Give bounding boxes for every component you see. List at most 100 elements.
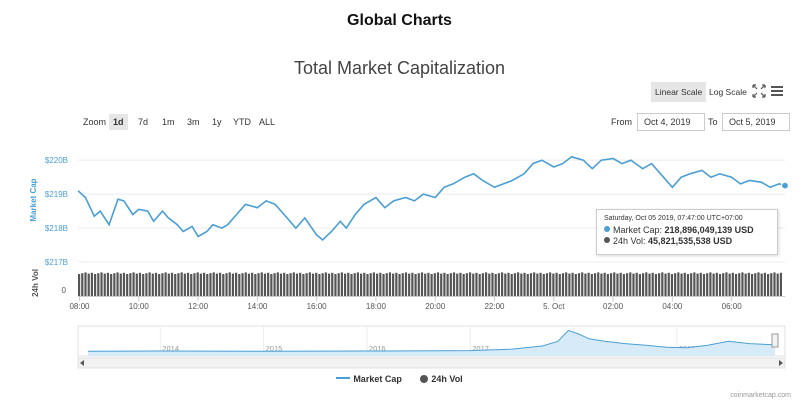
volume-bar — [690, 273, 693, 296]
tooltip-market-cap-value: 218,896,049,139 USD — [664, 225, 754, 235]
volume-bar — [613, 272, 616, 296]
volume-bar — [151, 273, 154, 296]
volume-bar — [129, 273, 132, 296]
volume-bar — [122, 272, 126, 296]
volume-bar — [475, 272, 478, 296]
volume-bar — [760, 273, 763, 296]
legend-market-cap[interactable]: Market Cap — [336, 374, 402, 384]
volume-bar — [350, 274, 353, 296]
volume-bar — [158, 274, 161, 296]
zoom-all-button[interactable]: ALL — [259, 117, 276, 127]
volume-bar — [747, 272, 750, 296]
volume-bar — [568, 273, 571, 296]
volume-bar — [154, 272, 158, 296]
expand-arrows-icon — [752, 84, 766, 98]
fullscreen-button[interactable] — [751, 83, 767, 99]
volume-bar — [661, 272, 664, 296]
credits-link[interactable]: coinmarketcap.com — [730, 392, 791, 399]
navigator-scrollbar[interactable] — [77, 357, 786, 369]
volume-bar — [215, 273, 218, 296]
market-cap-line[interactable] — [77, 155, 786, 241]
volume-bar — [334, 274, 337, 296]
range-navigator[interactable]: 201420152016201720182019 — [77, 325, 786, 369]
volume-bar — [292, 272, 295, 296]
volume-bar — [180, 272, 183, 296]
volume-bar — [190, 274, 193, 296]
volume-bar — [408, 273, 411, 296]
linear-scale-button[interactable]: Linear Scale — [651, 82, 707, 102]
volume-bar — [196, 272, 199, 296]
zoom-3m-button[interactable]: 3m — [187, 117, 200, 127]
volume-bar — [376, 273, 379, 296]
volume-bar — [741, 272, 744, 296]
volume-bar — [757, 272, 760, 296]
volume-bar — [738, 273, 741, 296]
volume-bar — [446, 274, 449, 296]
volume-bar — [526, 274, 529, 296]
volume-bar — [600, 273, 603, 296]
volume-bar — [744, 273, 747, 296]
volume-bar — [436, 272, 440, 296]
volume-bar — [513, 273, 517, 296]
volume-bar — [395, 272, 398, 296]
volume-bar — [356, 272, 359, 296]
volume-bar — [238, 274, 241, 296]
to-date-input[interactable]: Oct 5, 2019 — [722, 113, 790, 131]
volume-bar — [664, 273, 667, 296]
volume-bar — [728, 273, 731, 296]
volume-bar — [183, 273, 186, 296]
volume-bar — [658, 273, 661, 296]
market-cap-chart[interactable]: $217B $218B $219B $220B Market Cap 0 24h Vo… — [0, 140, 799, 372]
volume-bar — [763, 272, 766, 296]
zoom-7d-button[interactable]: 7d — [138, 117, 149, 127]
navigator-year-label: 2016 — [369, 344, 386, 353]
volume-bar — [225, 273, 228, 296]
scroll-left-icon[interactable] — [80, 360, 84, 366]
volume-bar — [148, 272, 151, 296]
navigator-handle[interactable] — [771, 333, 779, 348]
zoom-1m-button[interactable]: 1m — [162, 117, 175, 127]
zoom-ytd-button[interactable]: YTD — [233, 117, 251, 127]
legend-24h-vol[interactable]: 24h Vol — [420, 374, 463, 384]
x-tick-label: 06:00 — [722, 302, 743, 311]
hover-point-marker — [780, 181, 790, 190]
volume-bar — [430, 274, 433, 296]
volume-bar — [235, 272, 238, 296]
volume-bar — [545, 273, 549, 296]
volume-bar — [584, 273, 587, 296]
volume-bar — [654, 274, 658, 296]
volume-bar — [174, 274, 177, 296]
from-date-input[interactable]: Oct 4, 2019 — [637, 113, 705, 131]
volume-bar — [651, 272, 654, 296]
volume-bar — [100, 272, 103, 296]
x-tick-label: 22:00 — [484, 302, 505, 311]
volume-bar — [145, 273, 148, 296]
volume-bar — [706, 273, 709, 296]
volume-bar — [417, 273, 420, 296]
volume-bar — [497, 273, 500, 296]
volume-bar — [766, 274, 770, 296]
volume-bar — [481, 273, 484, 296]
page-title: Global Charts — [347, 12, 452, 29]
volume-bar — [725, 272, 728, 296]
volume-bar — [565, 272, 568, 296]
volume-bar — [693, 272, 696, 296]
scroll-right-icon[interactable] — [779, 360, 783, 366]
volume-bars[interactable] — [78, 272, 785, 297]
volume-bar — [699, 272, 702, 296]
hamburger-menu-icon[interactable] — [771, 84, 783, 98]
volume-bar — [343, 273, 347, 296]
log-scale-button[interactable]: Log Scale — [709, 87, 747, 97]
volume-bar — [222, 274, 225, 296]
chart-tooltip: Saturday, Oct 05 2019, 07:47:00 UTC+07:0… — [596, 209, 778, 255]
navigator-year-label: 2015 — [266, 344, 283, 353]
volume-bar — [484, 272, 488, 296]
volume-bar — [593, 273, 597, 296]
volume-bar — [520, 273, 523, 296]
volume-bar — [702, 274, 706, 296]
zoom-1d-button[interactable]: 1d — [109, 114, 128, 130]
zoom-1y-button[interactable]: 1y — [212, 117, 222, 127]
volume-bar — [709, 272, 712, 296]
volume-bar — [536, 273, 539, 296]
volume-bar — [776, 273, 779, 296]
